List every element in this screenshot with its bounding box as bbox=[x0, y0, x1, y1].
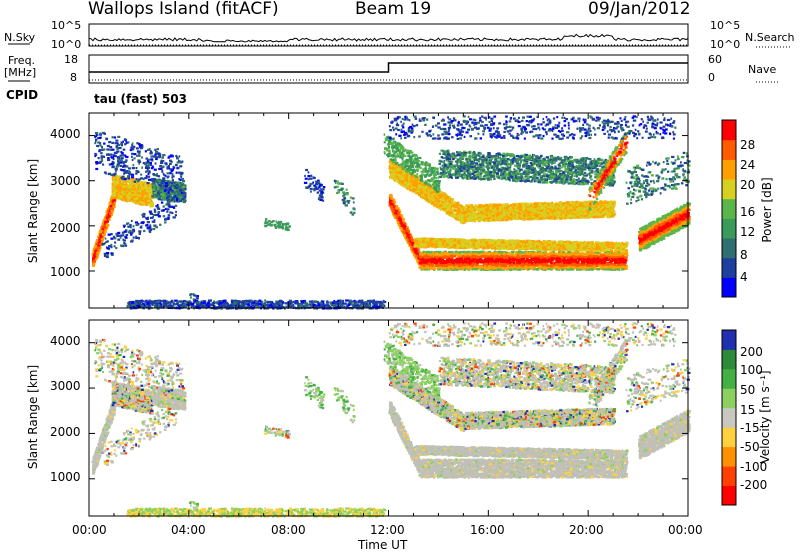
velocity-echo-cell bbox=[106, 418, 108, 420]
power-echo-cell bbox=[106, 211, 108, 213]
velocity-echo-cell bbox=[103, 442, 105, 444]
velocity-echo-cell bbox=[107, 418, 109, 420]
power-echo-cell bbox=[103, 234, 105, 236]
power-echo-cell bbox=[101, 226, 103, 228]
velocity-echo-cell bbox=[101, 433, 103, 435]
power-echo-cell bbox=[107, 211, 109, 213]
power-echo-cell bbox=[106, 224, 109, 226]
rti-plot bbox=[0, 0, 800, 554]
velocity-echo-cell bbox=[106, 431, 109, 433]
